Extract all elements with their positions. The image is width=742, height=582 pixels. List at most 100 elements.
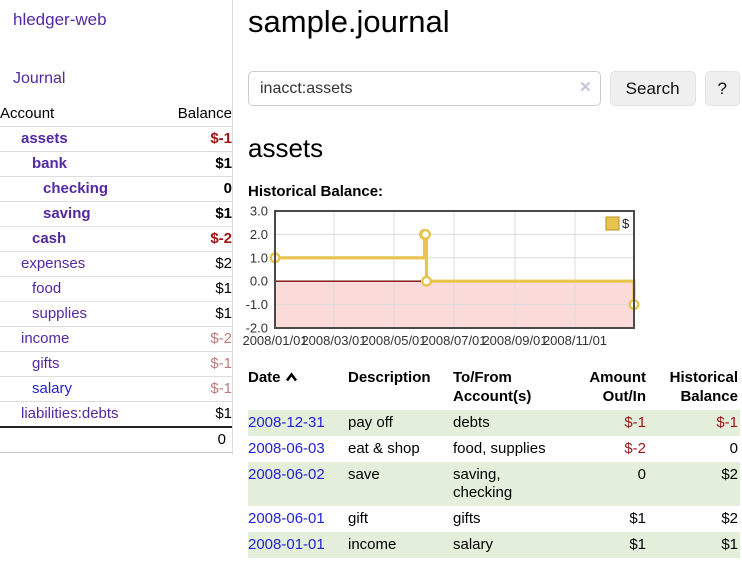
register-header-row: Date Description To/From Account(s) Amou… [248,366,740,410]
chart-label: Historical Balance: [248,183,384,200]
x-tick-label: 2008/07/01 [421,333,486,348]
legend-swatch [605,216,620,231]
transaction-balance: $2 [721,510,738,527]
account-balance: $-2 [159,326,232,352]
account-title: assets [248,133,324,163]
y-tick-label: -2.0 [246,321,268,336]
search-input-wrap: ✕ [248,71,601,106]
account-balance: $1 [159,201,232,227]
account-row: supplies $1 [0,301,232,327]
account-balance: $1 [159,401,232,428]
y-tick-label: -1.0 [246,297,268,312]
search-input[interactable] [248,71,601,106]
account-balance: $2 [159,251,232,277]
x-tick-label: 2008/09/01 [482,333,547,348]
balance-chart-svg: $3.0 2.0 1.0 0.0 -1.0 -2.02008/01/012008/03/0… [242,204,640,348]
sidebar-item-journal[interactable]: Journal [13,70,66,87]
transaction-description: save [348,466,380,483]
transaction-description: pay off [348,414,393,431]
search-form: ✕ Search ? [248,71,740,106]
table-row[interactable]: 2008-06-01 gift gifts $1 $2 [248,506,740,532]
y-tick-label: 3.0 [250,204,268,219]
table-row[interactable]: 2008-06-02 save saving, checking 0 $2 [248,462,740,506]
account-link[interactable]: gifts [32,355,60,372]
historical-balance-chart: $3.0 2.0 1.0 0.0 -1.0 -2.0 2008/01/01 2008/03/0… [242,204,740,349]
x-tick-label: 2008/05/01 [361,333,426,348]
y-tick-label: 1.0 [250,250,268,265]
transaction-accounts: food, supplies [453,440,546,457]
table-row[interactable]: 2008-06-03 eat & shop food, supplies $-2 0 [248,436,740,462]
register-table: Date Description To/From Account(s) Amou… [248,366,740,558]
account-balance: $1 [159,151,232,177]
main-content: sample.journal ✕ Search ? assets Histori… [233,0,742,558]
accounts-header-row: Account Balance [0,102,232,127]
register-table-body: 2008-12-31 pay off debts $-1 $-1 2008-06-03 ea… [248,410,740,558]
y-tick-label: 2.0 [250,227,268,242]
table-row[interactable]: 2008-12-31 pay off debts $-1 $-1 [248,410,740,436]
transaction-date-link[interactable]: 2008-01-01 [248,536,325,553]
account-balance: $1 [159,276,232,302]
account-link[interactable]: supplies [32,305,88,322]
account-link[interactable]: checking [43,180,109,197]
x-tick-label: 2008/03/01 [301,333,366,348]
column-header-balance: Historical Balance [669,369,738,405]
transaction-accounts: debts [453,414,490,431]
account-row: saving $1 [0,201,232,227]
app-brand-link[interactable]: hledger-web [13,10,107,29]
data-point-marker [420,275,432,287]
transaction-description: eat & shop [348,440,420,457]
account-link[interactable]: bank [32,155,68,172]
account-link[interactable]: liabilities:debts [21,405,119,422]
sort-ascending-icon [285,372,297,382]
accounts-header-balance: Balance [159,102,232,127]
x-tick-label: 2008/01/01 [242,333,307,348]
transaction-amount: $-1 [624,414,646,431]
transaction-amount: 0 [637,466,646,483]
account-link[interactable]: cash [32,230,67,247]
account-row: gifts $-1 [0,351,232,377]
table-row[interactable]: 2008-01-01 income salary $1 $1 [248,532,740,558]
account-link[interactable]: saving [43,205,91,222]
column-header-amount: Amount Out/In [589,369,646,405]
transaction-date-link[interactable]: 2008-12-31 [248,414,325,431]
transaction-amount: $1 [629,510,646,527]
page: hledger-web Journal Account Balance asse… [0,0,742,558]
y-tick-label: 0.0 [250,274,268,289]
accounts-table: Account Balance assets $-1 bank $1 checking 0… [0,102,232,453]
account-link[interactable]: salary [32,380,73,397]
transaction-accounts: saving, checking [453,466,513,501]
transaction-accounts: salary [453,536,494,553]
legend-label: $ [622,216,630,231]
account-balance: $1 [159,301,232,327]
data-point-marker [419,228,431,240]
account-row: cash $-2 [0,226,232,252]
help-button[interactable]: ? [704,71,740,106]
transaction-date-link[interactable]: 2008-06-01 [248,510,325,527]
account-row: assets $-1 [0,126,232,152]
search-button[interactable]: Search [609,71,696,106]
transaction-balance: $-1 [716,414,738,431]
account-row: liabilities:debts $1 [0,401,232,428]
page-title: sample.journal [248,4,450,39]
account-row: salary $-1 [0,376,232,402]
account-row: food $1 [0,276,232,302]
account-balance: $-1 [159,351,232,377]
x-tick-label: 2008/11/01 [543,333,607,348]
account-balance: $-1 [159,376,232,402]
account-link[interactable]: expenses [21,255,86,272]
account-row: expenses $2 [0,251,232,277]
account-link[interactable]: income [21,330,70,347]
accounts-total-value: 0 [159,426,232,453]
account-link[interactable]: food [32,280,62,297]
transaction-date-link[interactable]: 2008-06-03 [248,440,325,457]
column-header-accounts: To/From Account(s) [453,369,532,405]
column-header-date[interactable]: Date [248,366,348,410]
account-link[interactable]: assets [21,130,68,147]
account-row: bank $1 [0,151,232,177]
transaction-balance: $1 [721,536,738,553]
transaction-amount: $-2 [624,440,646,457]
clear-search-icon[interactable]: ✕ [579,79,592,96]
account-row: checking 0 [0,176,232,202]
transaction-date-link[interactable]: 2008-06-02 [248,466,325,483]
account-row: income $-2 [0,326,232,352]
